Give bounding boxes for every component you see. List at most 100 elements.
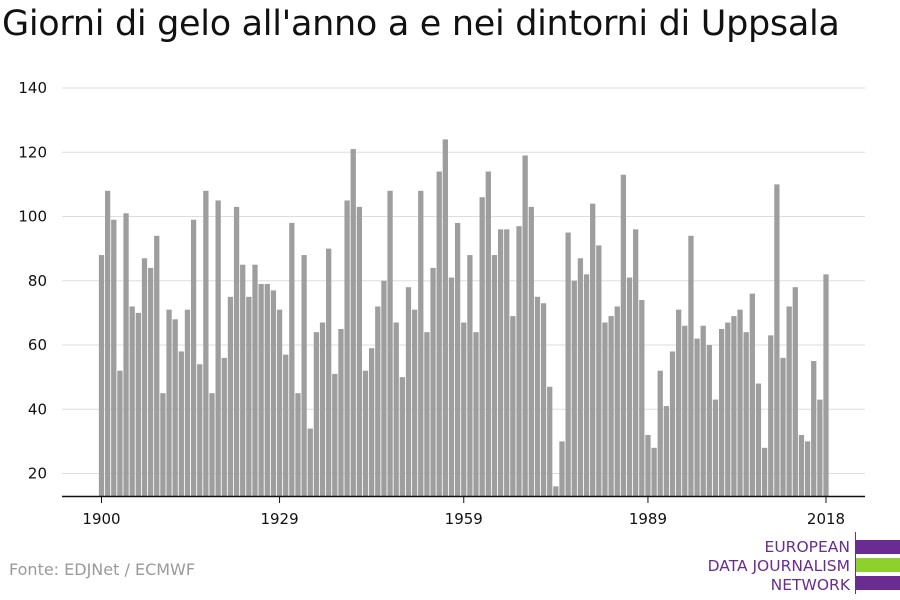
- bar: [203, 190, 209, 496]
- bar: [442, 139, 448, 496]
- bar: [485, 171, 491, 496]
- logo-divider: [855, 532, 856, 594]
- bar: [405, 287, 412, 496]
- x-axis: 1900 1929 1959 1989 2018: [62, 495, 865, 528]
- bar: [381, 280, 387, 496]
- bar: [608, 316, 614, 496]
- bar: [700, 325, 706, 496]
- bar: [399, 377, 405, 496]
- x-tick-label: 1929: [260, 510, 298, 528]
- bar: [645, 434, 651, 496]
- bar: [424, 332, 430, 496]
- chart-title: Giorni di gelo all'anno a e nei dintorni…: [2, 4, 840, 44]
- bar: [626, 277, 633, 496]
- bar: [356, 206, 363, 496]
- bar: [633, 229, 639, 497]
- bar: [516, 226, 522, 497]
- bar: [718, 328, 725, 496]
- bar: [436, 171, 442, 496]
- bar: [473, 332, 479, 496]
- bar: [571, 280, 577, 496]
- y-tick-label: 120: [18, 143, 47, 161]
- bar: [559, 441, 565, 496]
- bar: [264, 283, 270, 496]
- bar: [804, 441, 811, 496]
- source-note: Fonte: EDJNet / ECMWF: [9, 560, 196, 579]
- bar: [350, 149, 356, 496]
- bar: [332, 373, 338, 496]
- bar: [111, 219, 117, 496]
- bar: [467, 255, 473, 496]
- bar: [737, 309, 743, 496]
- bar: [190, 219, 197, 496]
- bar: [786, 306, 792, 496]
- bar: [276, 309, 283, 496]
- bar: [338, 328, 344, 496]
- bar: [411, 309, 418, 496]
- bar: [375, 306, 381, 496]
- bar: [682, 325, 688, 496]
- bar: [178, 351, 184, 496]
- bar: [313, 332, 320, 496]
- bar: [209, 393, 215, 496]
- bar: [491, 255, 498, 496]
- bar: [252, 264, 258, 496]
- bar: [657, 370, 663, 496]
- logo-line-3: NETWORK: [770, 576, 850, 594]
- bar: [135, 312, 141, 496]
- y-tick-label: 100: [18, 208, 47, 226]
- bar: [504, 229, 510, 497]
- bar: [319, 322, 326, 496]
- bar: [792, 287, 798, 496]
- x-tick-label: 1959: [445, 510, 483, 528]
- bar: [798, 434, 805, 496]
- bar: [160, 393, 166, 496]
- bar: [289, 222, 295, 496]
- bar: [731, 316, 737, 496]
- bar: [184, 309, 191, 496]
- bar: [104, 190, 111, 496]
- bar: [577, 258, 584, 496]
- bar: [553, 486, 559, 496]
- bar: [780, 357, 786, 496]
- bar: [596, 245, 602, 496]
- y-tick-label: 20: [28, 465, 47, 483]
- bar: [688, 235, 694, 496]
- bar: [227, 296, 234, 496]
- bar: [197, 364, 203, 496]
- bar: [307, 428, 313, 496]
- bar: [755, 383, 762, 496]
- bar: [651, 447, 657, 496]
- bar: [461, 322, 467, 496]
- bar: [344, 200, 350, 496]
- bar: [246, 296, 252, 496]
- y-tick-label: 40: [28, 400, 47, 418]
- bar: [663, 406, 670, 496]
- logo-line-2: DATA JOURNALISM: [707, 557, 850, 575]
- bar: [387, 190, 393, 496]
- bar: [233, 206, 240, 496]
- bar: [761, 447, 768, 496]
- bar: [393, 322, 399, 496]
- bar: [147, 267, 154, 496]
- bar: [270, 290, 277, 496]
- bar: [774, 184, 780, 496]
- bar: [823, 274, 829, 496]
- bar: [283, 354, 289, 496]
- bar: [369, 348, 375, 496]
- bar: [534, 296, 541, 496]
- logo-bar-2: [856, 558, 900, 572]
- y-tick-label: 80: [28, 272, 47, 290]
- bar: [706, 345, 712, 496]
- y-tick-label: 140: [18, 79, 47, 97]
- bar: [448, 277, 455, 496]
- bar: [639, 300, 645, 496]
- bar: [221, 357, 227, 496]
- x-tick-label: 1900: [82, 510, 120, 528]
- bar: [669, 351, 676, 496]
- logo-bar-3: [856, 576, 900, 590]
- bar: [215, 200, 221, 496]
- bar: [497, 229, 504, 497]
- bar: [547, 386, 553, 496]
- bar: [510, 316, 516, 496]
